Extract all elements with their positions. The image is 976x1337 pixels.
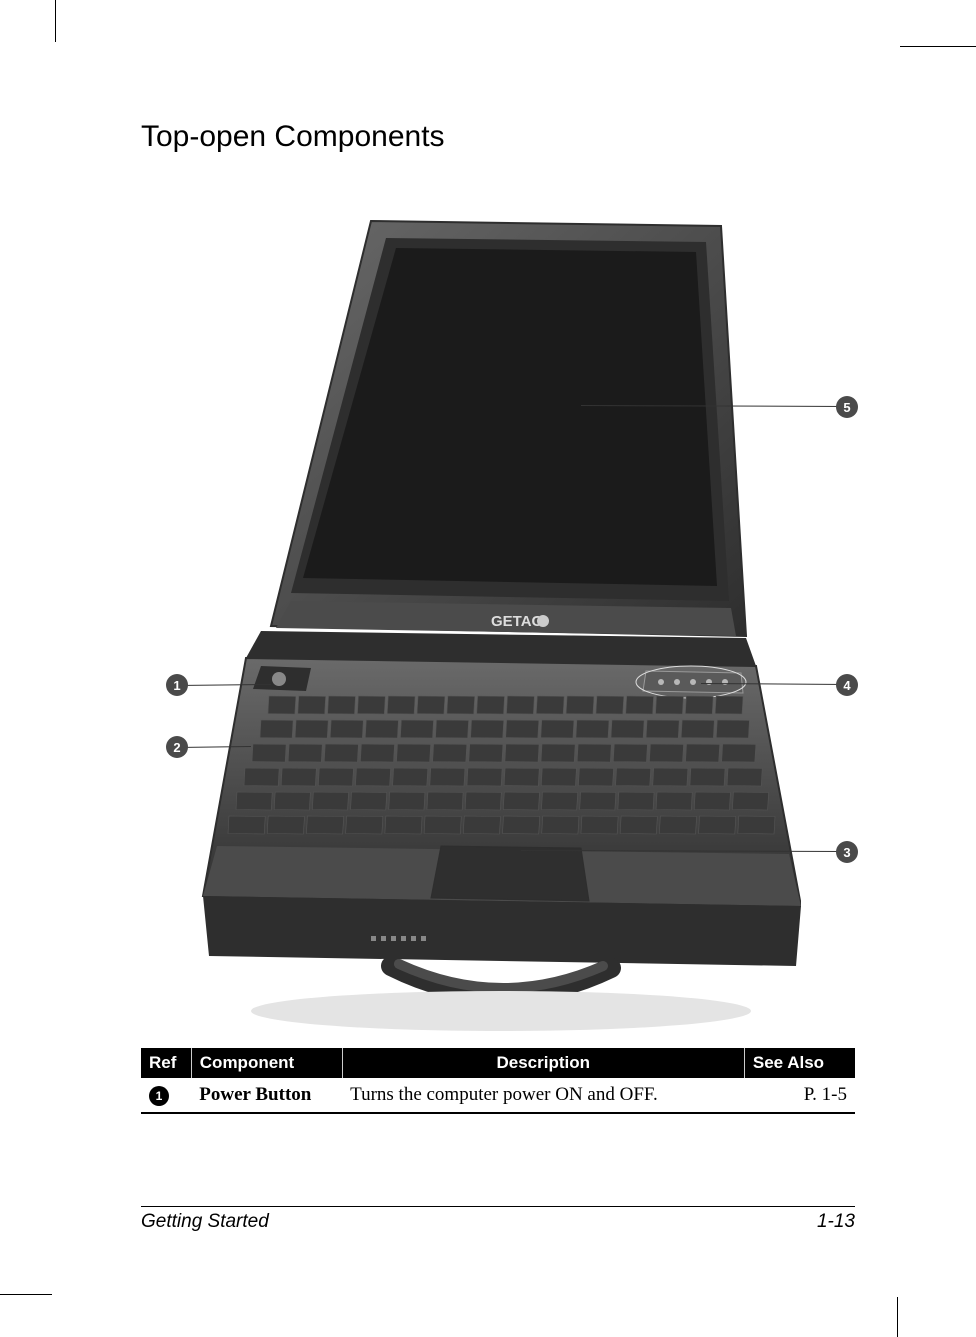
crop-mark xyxy=(897,1297,898,1337)
crop-mark xyxy=(55,0,56,42)
table-header-seealso: See Also xyxy=(744,1048,855,1078)
cell-seealso: P. 1-5 xyxy=(744,1078,855,1113)
callout-marker-3: 3 xyxy=(836,841,858,863)
table-header-component: Component xyxy=(191,1048,342,1078)
callout-marker-2: 2 xyxy=(166,736,188,758)
callout-marker-1: 1 xyxy=(166,674,188,696)
crop-mark xyxy=(900,46,976,47)
callout-marker-5: 5 xyxy=(836,396,858,418)
table-header-description: Description xyxy=(342,1048,744,1078)
footer-section: Getting Started xyxy=(141,1211,269,1233)
cell-ref: 1 xyxy=(141,1078,191,1113)
page-heading: Top-open Components xyxy=(141,120,855,154)
laptop-illustration: GETAC xyxy=(191,206,801,1036)
table-header-ref: Ref xyxy=(141,1048,191,1078)
components-table: Ref Component Description See Also 1 Powe… xyxy=(141,1048,855,1114)
table-row: 1 Power ButtonTurns the computer power ON… xyxy=(141,1078,855,1113)
cell-description: Turns the computer power ON and OFF. xyxy=(342,1078,744,1113)
svg-text:GETAC: GETAC xyxy=(491,613,543,630)
ref-marker-icon: 1 xyxy=(149,1086,169,1106)
footer-page-number: 1-13 xyxy=(817,1211,855,1233)
callout-marker-4: 4 xyxy=(836,674,858,696)
cell-component: Power Button xyxy=(191,1078,342,1113)
component-diagram: GETAC 1 2 3 4 5 xyxy=(141,206,855,1036)
crop-mark xyxy=(0,1294,52,1295)
